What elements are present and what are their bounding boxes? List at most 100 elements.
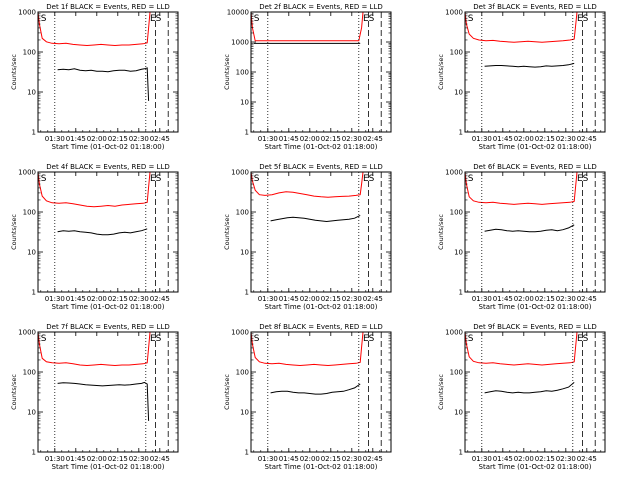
marker-end-label: E (577, 334, 583, 344)
x-tick-label: 01:30 (472, 135, 492, 143)
y-tick-label: 100 (236, 209, 249, 217)
x-tick-label: 02:30 (129, 455, 149, 463)
y-tick-label: 1000 (445, 9, 463, 17)
x-tick-label: 02:15 (321, 455, 341, 463)
marker-saa-label: S (156, 334, 162, 344)
plot-frame (250, 171, 392, 293)
x-tick-label: 01:45 (279, 135, 299, 143)
x-tick-label: 02:00 (87, 455, 107, 463)
lld-series-line (251, 172, 364, 198)
x-axis-label: Start Time (01-Oct-02 01:18:00) (265, 303, 378, 311)
marker-start-label: S (468, 14, 474, 24)
panel-title: Det 3f BLACK = Events, RED = LLD (473, 3, 596, 11)
marker-start-label: S (254, 14, 260, 24)
x-tick-label: 02:00 (514, 455, 534, 463)
y-axis-label: Counts/sec (437, 374, 445, 410)
y-axis-label: Counts/sec (437, 214, 445, 250)
marker-end-label: E (577, 174, 583, 184)
y-tick-label: 10 (454, 409, 463, 417)
marker-start-label: S (41, 174, 47, 184)
x-tick-label: 01:45 (279, 455, 299, 463)
panel-title: Det 4f BLACK = Events, RED = LLD (46, 163, 169, 171)
y-tick-label: 1 (459, 449, 463, 457)
lld-series-line (251, 12, 364, 42)
events-series-line (57, 381, 150, 421)
y-tick-label: 1000 (18, 169, 36, 177)
x-tick-label: 01:45 (279, 295, 299, 303)
lld-series-line (251, 332, 364, 367)
x-tick-label: 02:00 (300, 295, 320, 303)
y-tick-label: 1 (459, 289, 463, 297)
marker-start-label: S (468, 174, 474, 184)
x-tick-label: 01:45 (493, 135, 513, 143)
y-tick-label: 1 (245, 129, 249, 137)
x-tick-label: 02:00 (300, 135, 320, 143)
x-tick-label: 01:30 (45, 295, 65, 303)
marker-end-label: E (150, 14, 156, 24)
x-tick-label: 01:30 (258, 455, 278, 463)
x-tick-label: 02:15 (108, 295, 128, 303)
lld-series-line (465, 332, 578, 366)
y-tick-label: 100 (450, 369, 463, 377)
x-tick-label: 01:45 (66, 295, 86, 303)
y-axis-label: Counts/sec (223, 54, 231, 90)
events-series-line (484, 224, 575, 233)
y-axis-label: Counts/sec (10, 374, 18, 410)
y-tick-label: 1 (459, 129, 463, 137)
x-tick-label: 02:30 (556, 135, 576, 143)
marker-saa-label: S (369, 334, 375, 344)
y-tick-label: 100 (450, 209, 463, 217)
y-tick-label: 100 (236, 369, 249, 377)
plot-frame (37, 331, 179, 453)
x-tick-label: 02:15 (535, 455, 555, 463)
panel-title: Det 6f BLACK = Events, RED = LLD (473, 163, 596, 171)
lld-series-line (38, 332, 151, 367)
x-tick-label: 02:45 (363, 135, 383, 143)
y-tick-label: 1 (32, 289, 36, 297)
y-tick-label: 1 (32, 449, 36, 457)
y-tick-label: 100 (23, 49, 36, 57)
x-tick-label: 02:45 (577, 295, 597, 303)
marker-start-label: S (41, 334, 47, 344)
y-tick-label: 1 (32, 129, 36, 137)
x-tick-label: 02:00 (87, 135, 107, 143)
marker-start-label: S (468, 334, 474, 344)
x-tick-label: 02:30 (556, 295, 576, 303)
x-tick-label: 01:45 (493, 455, 513, 463)
y-tick-label: 10 (454, 89, 463, 97)
x-tick-label: 01:30 (45, 455, 65, 463)
y-axis-label: Counts/sec (10, 54, 18, 90)
y-tick-label: 1000 (231, 329, 249, 337)
marker-end-label: E (577, 14, 583, 24)
panel-title: Det 1f BLACK = Events, RED = LLD (46, 3, 169, 11)
x-axis-label: Start Time (01-Oct-02 01:18:00) (479, 463, 592, 471)
x-tick-label: 01:30 (472, 295, 492, 303)
x-tick-label: 02:45 (577, 135, 597, 143)
marker-start-label: S (254, 334, 260, 344)
marker-end-label: E (150, 334, 156, 344)
x-tick-label: 01:45 (66, 455, 86, 463)
marker-saa-label: S (583, 334, 589, 344)
x-tick-label: 01:30 (258, 295, 278, 303)
events-series-line (484, 62, 575, 68)
lld-series-line (465, 172, 578, 205)
x-tick-label: 02:45 (150, 455, 170, 463)
plot-frame (250, 331, 392, 453)
x-tick-label: 02:30 (556, 455, 576, 463)
x-tick-label: 02:15 (108, 135, 128, 143)
lld-series-line (38, 172, 151, 208)
x-tick-label: 02:00 (514, 135, 534, 143)
x-axis-label: Start Time (01-Oct-02 01:18:00) (265, 143, 378, 151)
events-series-line (270, 214, 361, 223)
y-tick-label: 10 (27, 249, 36, 257)
panel-title: Det 9f BLACK = Events, RED = LLD (473, 323, 596, 331)
x-axis-label: Start Time (01-Oct-02 01:18:00) (479, 143, 592, 151)
x-tick-label: 01:30 (472, 455, 492, 463)
y-tick-label: 1000 (18, 9, 36, 17)
panel-title: Det 5f BLACK = Events, RED = LLD (259, 163, 382, 171)
y-axis-label: Counts/sec (223, 374, 231, 410)
